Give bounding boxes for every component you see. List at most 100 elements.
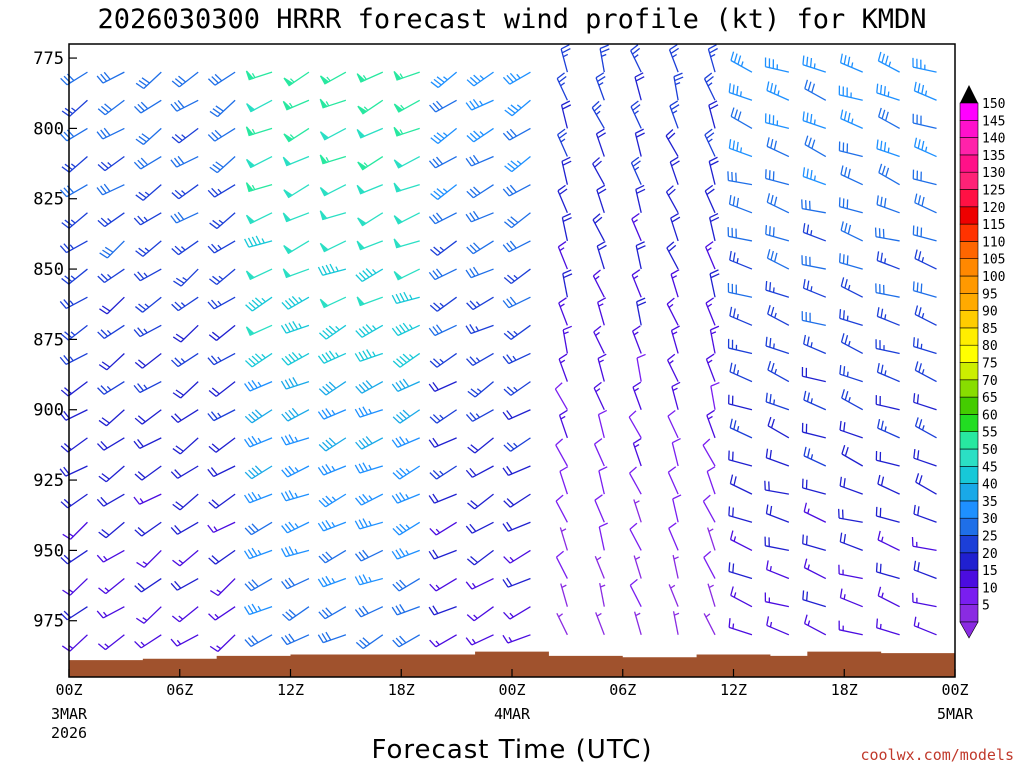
wind-barb-staff xyxy=(667,359,679,382)
wind-barb xyxy=(466,296,494,311)
wind-barb-feather xyxy=(100,329,109,337)
wind-barb-half-feather xyxy=(294,467,299,472)
wind-barb-feather xyxy=(170,582,178,591)
wind-barb-feather xyxy=(469,132,478,141)
wind-barb-feather xyxy=(629,466,637,474)
wind-barb-half-feather xyxy=(368,464,372,470)
wind-barb-feather xyxy=(428,550,435,560)
wind-barb-half-feather xyxy=(439,358,444,364)
wind-barb-feather xyxy=(172,503,181,511)
wind-barb-feather xyxy=(913,137,918,147)
wind-barb-staff xyxy=(710,385,716,410)
wind-barb xyxy=(802,590,826,608)
wind-barb-feather xyxy=(402,378,410,387)
wind-barb-feather xyxy=(317,467,325,476)
wind-barb-feather xyxy=(284,299,293,308)
x-tick-label: 18Z xyxy=(388,681,415,699)
wind-barb-feather xyxy=(705,297,715,304)
wind-barb xyxy=(134,465,162,481)
wind-barb-half-feather xyxy=(442,188,448,193)
x-tick-label: 00Z xyxy=(941,681,968,699)
wind-barb xyxy=(915,473,937,495)
wind-barb-feather xyxy=(668,522,677,529)
wind-barb xyxy=(767,416,790,439)
wind-barb xyxy=(319,71,347,85)
wind-barb xyxy=(97,324,125,339)
wind-barb-feather xyxy=(880,476,885,486)
wind-barb-feather xyxy=(600,48,610,54)
wind-barb-feather xyxy=(392,583,400,592)
colorbar-label: 125 xyxy=(982,184,1005,199)
wind-barb xyxy=(599,44,610,73)
wind-barb-feather xyxy=(429,472,437,480)
wind-barb-feather xyxy=(843,111,847,121)
wind-barb xyxy=(802,111,827,130)
wind-barb-feather xyxy=(282,613,290,621)
wind-barb xyxy=(280,490,310,502)
colorbar-segment xyxy=(959,396,979,415)
wind-barb-feather xyxy=(766,81,770,91)
wind-barb-feather xyxy=(248,469,256,478)
wind-barb-feather xyxy=(918,363,922,373)
wind-barb-feather xyxy=(254,409,263,417)
wind-barb-feather xyxy=(917,195,922,205)
wind-barb xyxy=(504,99,531,117)
wind-barb-feather xyxy=(171,247,179,256)
colorbar-label: 135 xyxy=(982,149,1005,164)
wind-barb-feather xyxy=(672,494,682,500)
x-tick-label: 00Z xyxy=(498,681,525,699)
wind-barb-half-feather xyxy=(921,425,925,431)
wind-barb-half-feather xyxy=(673,556,679,560)
wind-barb-half-feather xyxy=(142,561,148,566)
colorbar-segment xyxy=(959,448,979,467)
wind-barb-feather xyxy=(918,475,923,485)
wind-barb-feather xyxy=(174,78,183,85)
wind-barb-feather xyxy=(765,560,769,570)
wind-barb-feather xyxy=(138,303,147,311)
wind-barb-half-feather xyxy=(144,191,150,196)
wind-barb xyxy=(245,268,273,281)
wind-barb-feather xyxy=(288,609,297,617)
wind-barb-feather xyxy=(100,73,108,82)
wind-barb-feather xyxy=(631,156,640,164)
wind-barb-feather xyxy=(770,418,775,429)
wind-barb-half-feather xyxy=(408,324,413,330)
wind-barb-pennant xyxy=(356,129,366,139)
wind-barb-half-feather xyxy=(672,53,678,58)
wind-barb-feather xyxy=(765,448,769,458)
wind-barb-feather xyxy=(591,100,600,109)
wind-barb-feather xyxy=(96,498,105,507)
wind-barb-feather xyxy=(211,499,220,507)
wind-barb xyxy=(245,212,273,225)
wind-barb-pennant xyxy=(356,240,366,251)
wind-barb xyxy=(429,352,457,368)
wind-barb-feather xyxy=(134,585,142,593)
wind-barb-feather xyxy=(284,435,291,445)
wind-barb-feather xyxy=(466,358,474,366)
wind-barb-feather xyxy=(429,639,437,648)
colorbar-segment xyxy=(959,206,979,225)
colorbar-segment xyxy=(959,154,979,173)
wind-barb-staff xyxy=(914,313,937,326)
wind-barb-feather xyxy=(291,295,300,304)
wind-barb xyxy=(429,99,457,113)
wind-barb-feather xyxy=(843,55,847,65)
wind-barb xyxy=(317,519,347,532)
wind-barb-feather xyxy=(706,466,716,472)
wind-barb-feather xyxy=(916,282,919,292)
wind-barb-feather xyxy=(593,104,602,112)
wind-barb xyxy=(429,465,457,480)
wind-barb xyxy=(595,612,605,636)
wind-barb-half-feather xyxy=(368,408,372,414)
wind-barb-half-feather xyxy=(331,465,336,471)
wind-barb-pennant xyxy=(356,73,366,83)
wind-barb-feather xyxy=(174,413,182,421)
wind-barb-half-feather xyxy=(405,494,410,499)
wind-barb-feather xyxy=(175,445,184,452)
wind-barb-feather xyxy=(208,334,217,341)
wind-barb xyxy=(727,338,753,355)
wind-barb-feather xyxy=(428,327,436,336)
wind-barb-feather xyxy=(325,327,334,335)
wind-barb-feather xyxy=(391,294,398,304)
wind-barb-feather xyxy=(728,194,732,205)
